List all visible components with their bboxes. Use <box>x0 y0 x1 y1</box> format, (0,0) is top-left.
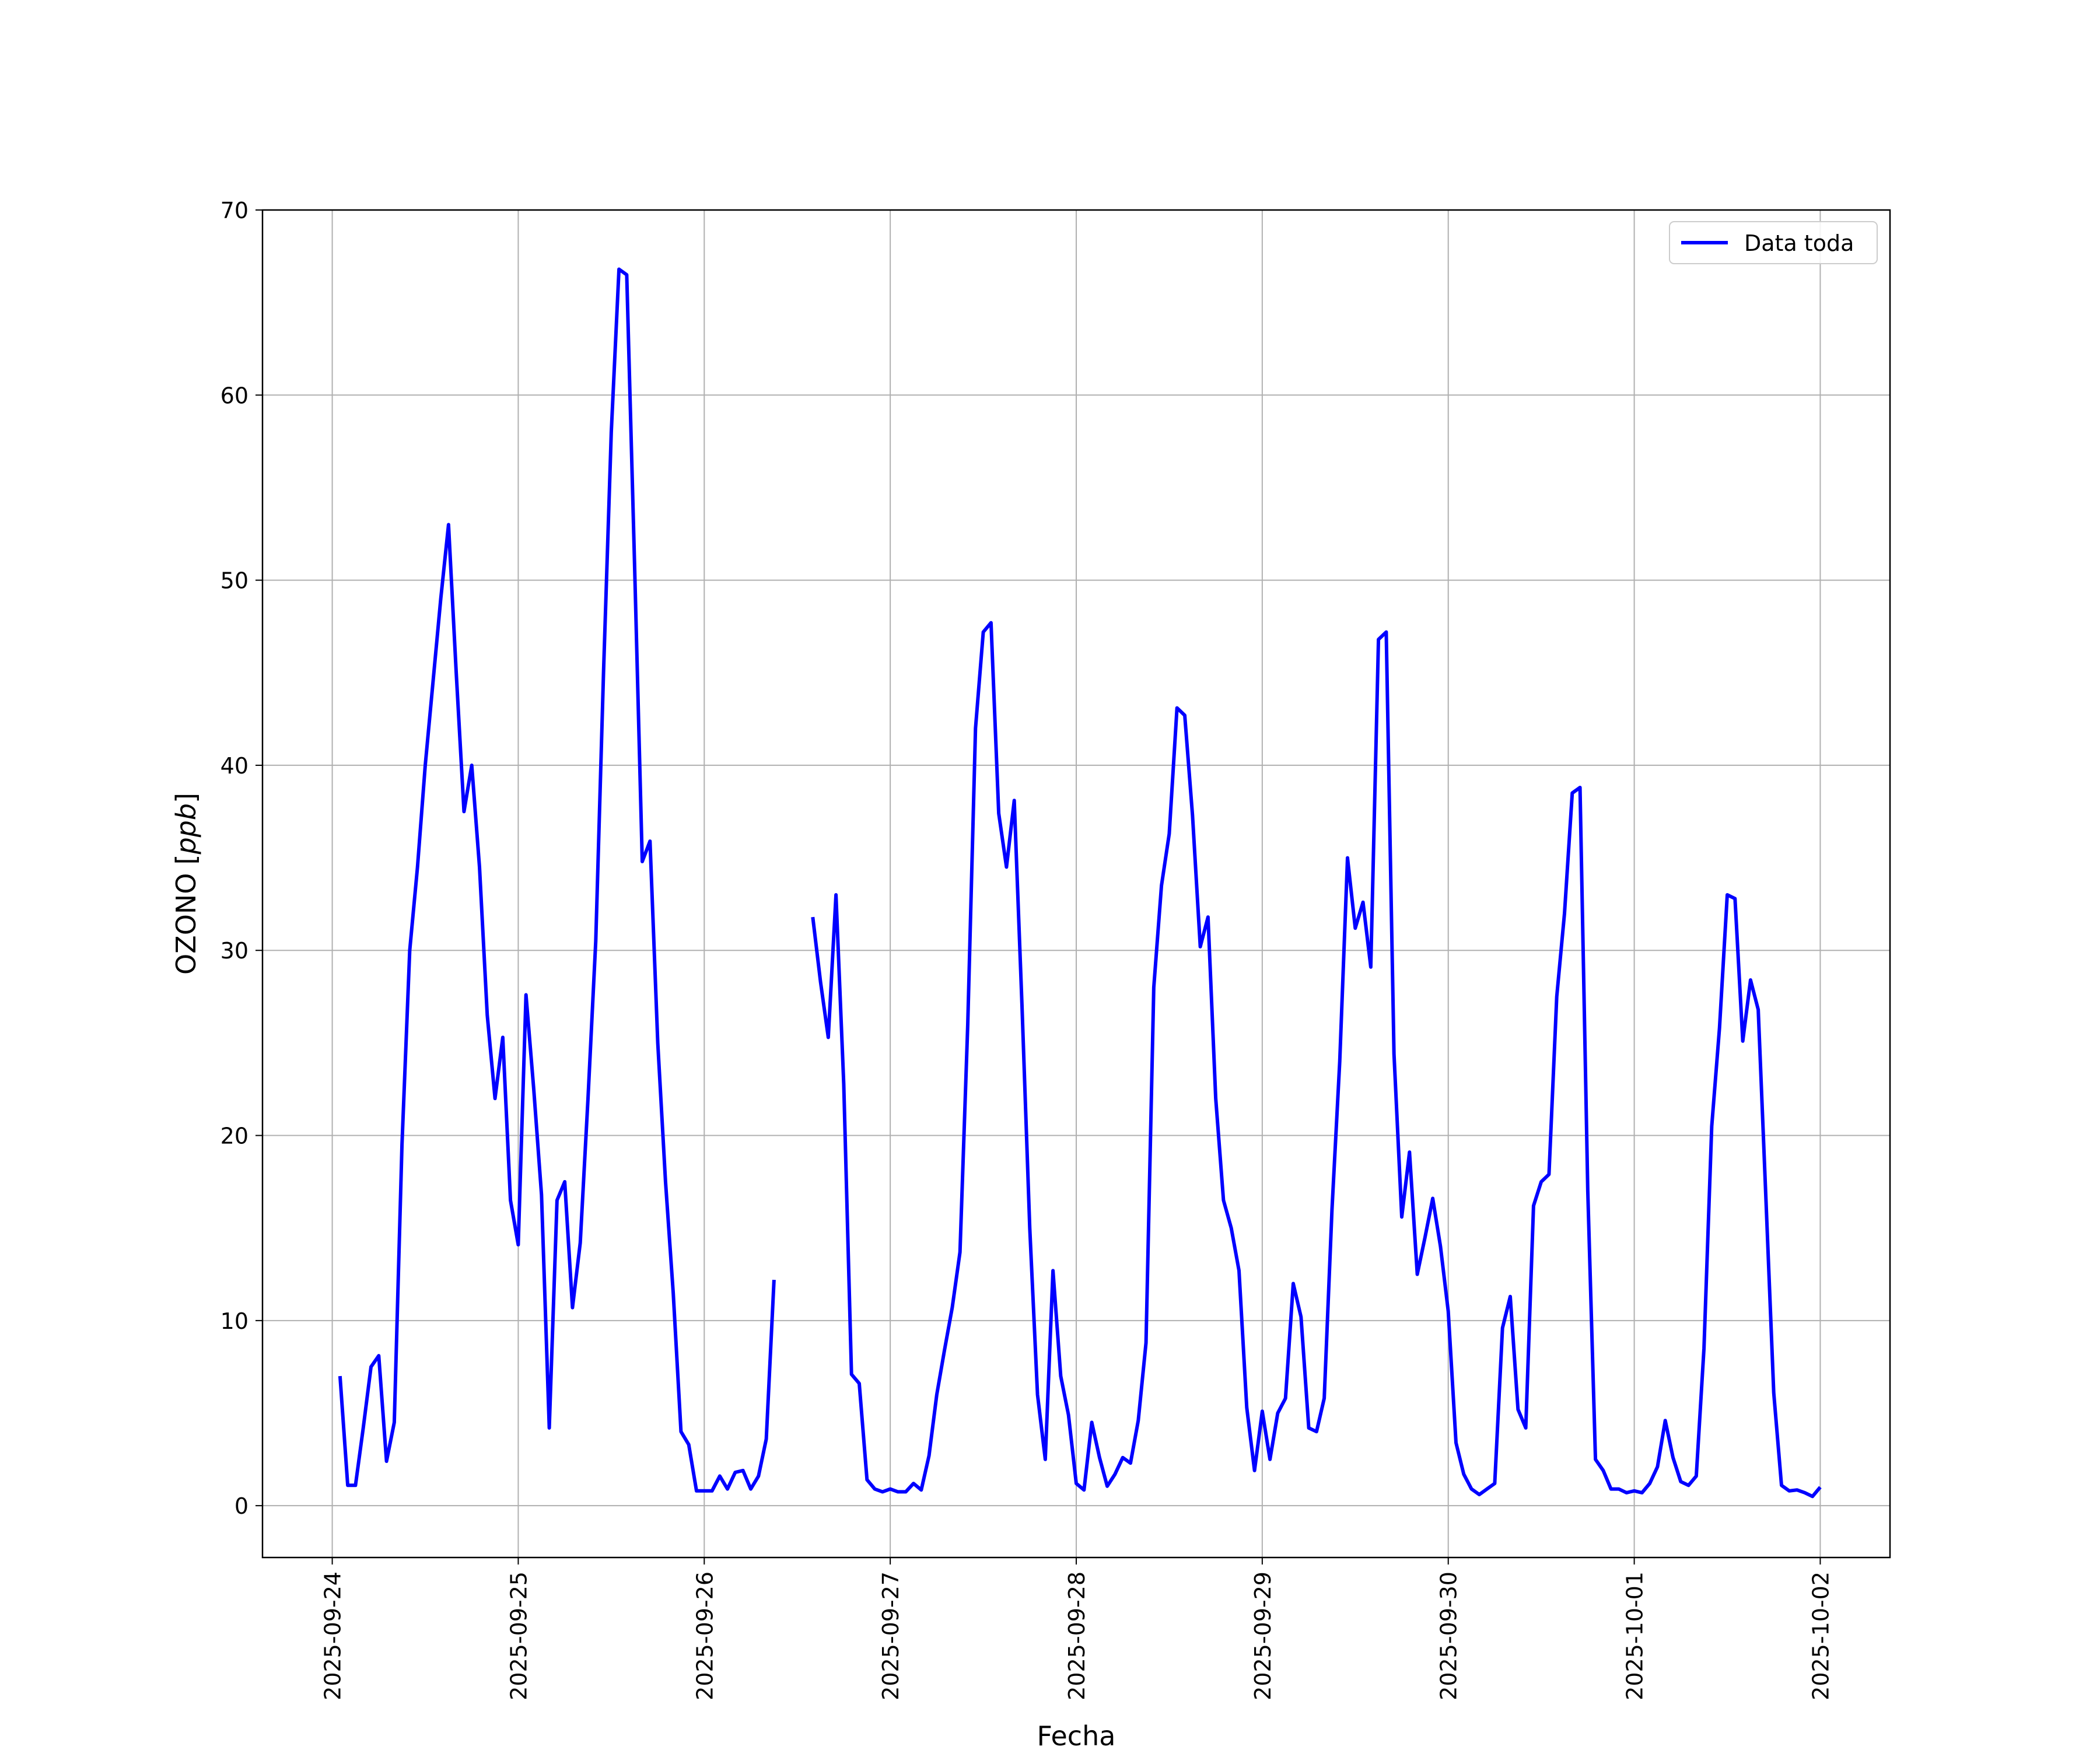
x-tick-label: 2025-09-25 <box>506 1572 531 1700</box>
y-axis-label-unit: ppb <box>170 803 202 855</box>
data-series <box>338 267 1822 1499</box>
series-line-segment <box>811 621 1822 1499</box>
x-tick-label: 2025-10-01 <box>1622 1572 1648 1700</box>
y-tick-label: 0 <box>235 1493 249 1519</box>
series-line-segment <box>338 267 776 1493</box>
y-axis-label-open: [ <box>170 855 202 865</box>
x-tick-label: 2025-09-28 <box>1064 1572 1090 1700</box>
x-tick-label: 2025-09-30 <box>1436 1572 1462 1700</box>
y-tick-label: 20 <box>220 1124 249 1149</box>
x-tick-label: 2025-09-24 <box>320 1572 346 1700</box>
y-tick-label: 50 <box>220 568 249 594</box>
y-tick-label: 60 <box>220 383 249 408</box>
x-tick-label: 2025-10-02 <box>1808 1572 1833 1700</box>
grid-lines <box>262 209 1890 1558</box>
y-tick-label: 40 <box>220 753 249 779</box>
legend: Data toda <box>1669 221 1878 264</box>
y-tick-label: 10 <box>220 1308 249 1334</box>
x-tick-label: 2025-09-27 <box>878 1572 904 1700</box>
y-tick-label: 30 <box>220 938 249 964</box>
x-tick-label: 2025-09-29 <box>1250 1572 1276 1700</box>
axis-ticks: 2025-09-24 2025-09-25 2025-09-26 2025-09-27… <box>220 198 1834 1700</box>
x-axis-label: Fecha <box>1037 1720 1116 1750</box>
y-axis-label: OZONO [ppb] <box>170 793 202 975</box>
legend-box <box>1669 221 1878 264</box>
y-tick-label: 70 <box>220 198 249 223</box>
x-tick-label: 2025-09-26 <box>692 1572 718 1700</box>
legend-label: Data toda <box>1744 230 1854 256</box>
y-axis-label-name: OZONO <box>170 873 202 975</box>
y-axis-label-close: ] <box>170 793 202 803</box>
